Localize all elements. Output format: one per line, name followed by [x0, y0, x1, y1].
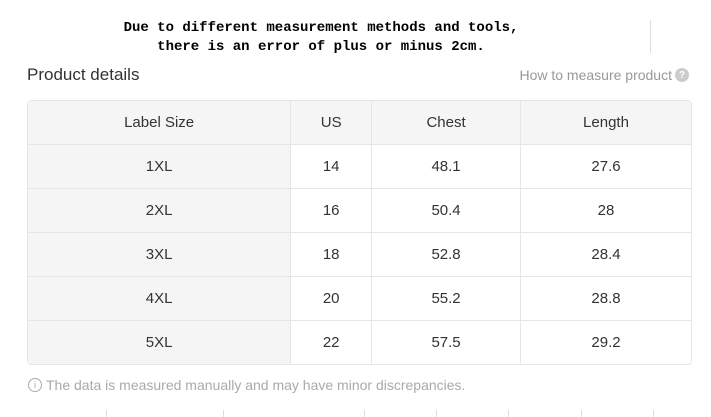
how-to-measure-label: How to measure product [519, 67, 672, 83]
table-cell: 22 [291, 321, 373, 364]
divider [653, 410, 654, 417]
table-row: 5XL 22 57.5 29.2 [28, 321, 691, 364]
table-cell: 48.1 [372, 145, 521, 189]
table-header-row: Label Size US Chest Length [28, 101, 691, 145]
size-table: Label Size US Chest Length 1XL 14 48.1 27.6… [27, 100, 692, 365]
question-icon: ? [675, 68, 689, 82]
col-header: Chest [372, 101, 521, 145]
divider [364, 410, 365, 417]
table-cell: 16 [291, 189, 373, 233]
table-cell: 55.2 [372, 277, 521, 321]
table-cell: 20 [291, 277, 373, 321]
table-cell: 2XL [28, 189, 292, 233]
table-cell: 18 [291, 233, 373, 277]
table-row: 1XL 14 48.1 27.6 [28, 145, 691, 189]
divider [436, 410, 437, 417]
disclaimer: i The data is measured manually and may … [28, 377, 465, 393]
col-header: Label Size [28, 101, 292, 145]
divider [650, 20, 651, 53]
divider [223, 410, 224, 417]
disclaimer-text: The data is measured manually and may ha… [46, 377, 466, 393]
table-cell: 1XL [28, 145, 292, 189]
table-cell: 57.5 [372, 321, 521, 364]
table-cell: 27.6 [520, 145, 691, 189]
table-cell: 52.8 [372, 233, 521, 277]
table-cell: 28.8 [520, 277, 691, 321]
table-cell: 3XL [28, 233, 292, 277]
how-to-measure-link[interactable]: How to measure product ? [519, 67, 689, 83]
table-row: 2XL 16 50.4 28 [28, 189, 691, 233]
col-header: Length [520, 101, 691, 145]
divider [508, 410, 509, 417]
info-icon: i [28, 378, 42, 392]
col-header: US [291, 101, 373, 145]
table-cell: 50.4 [372, 189, 521, 233]
table-cell: 29.2 [591, 334, 621, 351]
table-cell: 14 [291, 145, 373, 189]
table-row: 4XL 20 55.2 28.8 [28, 277, 691, 321]
table-cell: 4XL [28, 277, 292, 321]
table-cell: 28 [520, 189, 691, 233]
page-title: Product details [27, 65, 140, 84]
divider [581, 410, 582, 417]
measurement-notice: Due to different measurement methods and… [0, 19, 642, 57]
divider [106, 410, 107, 417]
table-cell: 5XL [28, 321, 292, 364]
notice-line-1: Due to different measurement methods and… [123, 20, 519, 36]
notice-line-2: there is an error of plus or minus 2cm. [157, 39, 485, 55]
table-cell: 28.4 [520, 233, 691, 277]
table-row: 3XL 18 52.8 28.4 [28, 233, 691, 277]
